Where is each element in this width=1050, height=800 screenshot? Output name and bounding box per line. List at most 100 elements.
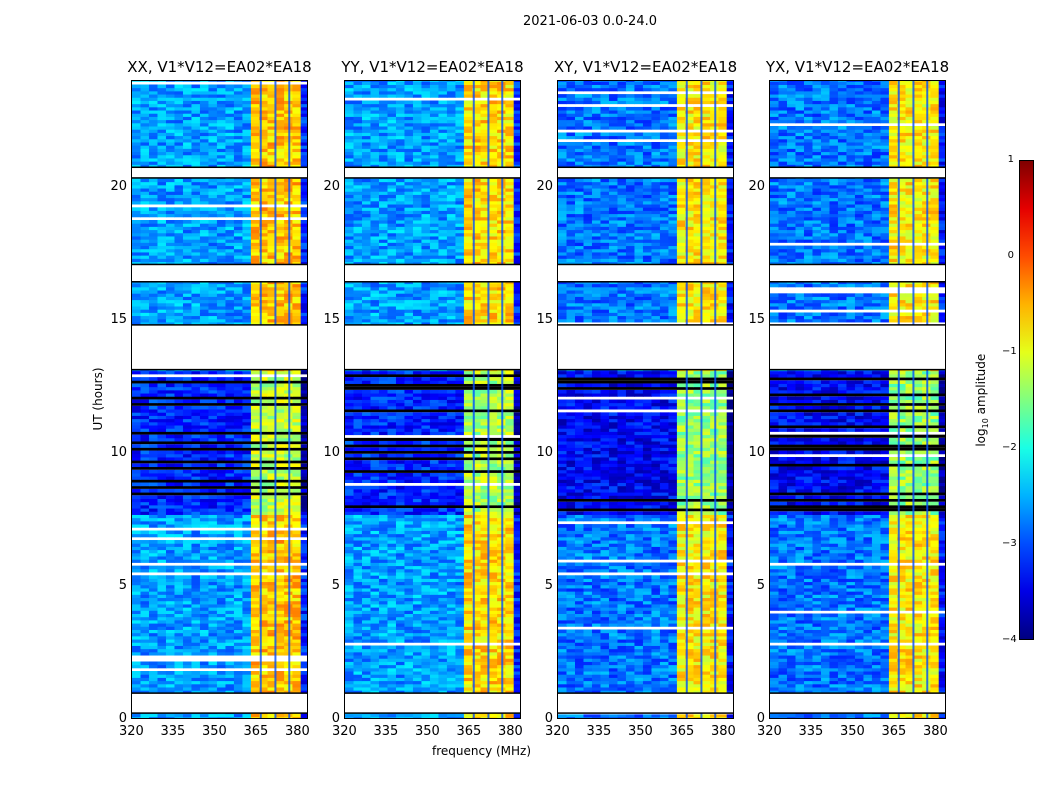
heatmap-cell — [505, 536, 515, 541]
heatmap-cell — [242, 132, 252, 137]
heatmap-cell — [148, 613, 158, 618]
heatmap-cell — [174, 453, 184, 458]
heatmap-cell — [488, 658, 498, 662]
heatmap-cell — [275, 235, 285, 240]
heatmap-cell — [480, 661, 490, 666]
heatmap-cell — [165, 584, 175, 589]
heatmap-cell — [292, 223, 302, 227]
heatmap-cell — [225, 261, 235, 266]
heatmap-cell — [480, 591, 490, 595]
heatmap-cell — [361, 578, 371, 583]
heatmap-cell — [300, 476, 307, 480]
heatmap-cell — [438, 546, 448, 551]
heatmap-cell — [267, 290, 277, 294]
heatmap-cell — [233, 543, 243, 547]
heatmap-cell — [446, 495, 456, 499]
heatmap-cell — [199, 584, 209, 589]
heatmap-cell — [165, 255, 175, 259]
heatmap-cell — [463, 485, 473, 490]
heatmap-cell — [132, 125, 141, 130]
heatmap-cell — [472, 680, 482, 685]
heatmap-cell — [157, 626, 167, 630]
heatmap-cell — [148, 559, 158, 563]
heatmap-cell — [345, 546, 354, 551]
heatmap-cell — [421, 667, 431, 672]
heatmap-cell — [250, 210, 260, 215]
heatmap-cell — [505, 632, 515, 637]
heatmap-cell — [259, 514, 269, 519]
heatmap-cell — [148, 386, 158, 391]
heatmap-cell — [438, 587, 448, 592]
heatmap-cell — [174, 232, 184, 237]
heatmap-cell — [395, 546, 405, 551]
heatmap-cell — [140, 568, 150, 573]
heatmap-cell — [191, 546, 201, 551]
heatmap-cell — [199, 456, 209, 461]
heatmap-cell — [275, 456, 285, 461]
heatmap-cell — [182, 194, 192, 199]
heatmap-cell — [267, 90, 277, 95]
heatmap-cell — [438, 508, 448, 512]
heatmap-cell — [174, 106, 184, 111]
heatmap-cell — [292, 683, 302, 688]
heatmap-cell — [267, 164, 277, 169]
heatmap-cell — [505, 607, 515, 611]
heatmap-cell — [300, 530, 307, 535]
heatmap-cell — [132, 255, 141, 259]
heatmap-cell — [208, 530, 218, 535]
heatmap-cell — [132, 248, 141, 253]
heatmap-cell — [157, 312, 167, 317]
heatmap-cell — [132, 600, 141, 605]
heatmap-cell — [182, 210, 192, 215]
heatmap-cell — [429, 680, 439, 685]
heatmap-cell — [250, 437, 260, 442]
heatmap-cell — [267, 603, 277, 608]
heatmap-cell — [250, 110, 260, 114]
heatmap-cell — [216, 194, 226, 199]
heatmap-cell — [292, 239, 302, 243]
heatmap-cell — [480, 555, 490, 560]
heatmap-cell — [250, 651, 260, 656]
heatmap-cell — [165, 504, 175, 509]
heatmap-cell — [463, 498, 473, 503]
heatmap-cell — [225, 116, 235, 121]
heatmap-cell — [191, 434, 201, 439]
heatmap-cell — [132, 651, 141, 656]
heatmap-cell — [429, 463, 439, 468]
heatmap-cell — [267, 393, 277, 397]
heatmap-cell — [199, 488, 209, 493]
heatmap-cell — [140, 587, 150, 592]
heatmap-cell — [132, 197, 141, 202]
heatmap-cell — [446, 623, 456, 627]
heatmap-cell — [242, 248, 252, 253]
heatmap-cell — [242, 424, 252, 429]
heatmap-cell — [370, 431, 380, 436]
heatmap-cell — [463, 533, 473, 538]
heatmap-cell — [233, 200, 243, 205]
heatmap-cell — [208, 299, 218, 304]
heatmap-cell — [174, 309, 184, 313]
heatmap-cell — [438, 488, 448, 493]
heatmap-cell — [199, 232, 209, 237]
heatmap-cell — [250, 132, 260, 137]
heatmap-cell — [191, 145, 201, 149]
heatmap-cell — [421, 549, 431, 554]
heatmap-cell — [132, 148, 141, 153]
heatmap-cell — [421, 552, 431, 557]
heatmap-cell — [191, 135, 201, 140]
heatmap-cell — [455, 607, 465, 611]
heatmap-cell — [488, 571, 498, 576]
heatmap-cell — [199, 619, 209, 624]
heatmap-cell — [513, 648, 520, 653]
heatmap-cell — [199, 116, 209, 121]
heatmap-cell — [165, 578, 175, 583]
heatmap-cell — [225, 97, 235, 101]
heatmap-cell — [242, 616, 252, 621]
heatmap-cell — [292, 184, 302, 189]
heatmap-cell — [250, 680, 260, 685]
heatmap-cell — [463, 616, 473, 621]
heatmap-cell — [505, 680, 515, 685]
heatmap-cell — [292, 90, 302, 95]
heatmap-cell — [378, 466, 388, 471]
heatmap-cell — [165, 533, 175, 538]
